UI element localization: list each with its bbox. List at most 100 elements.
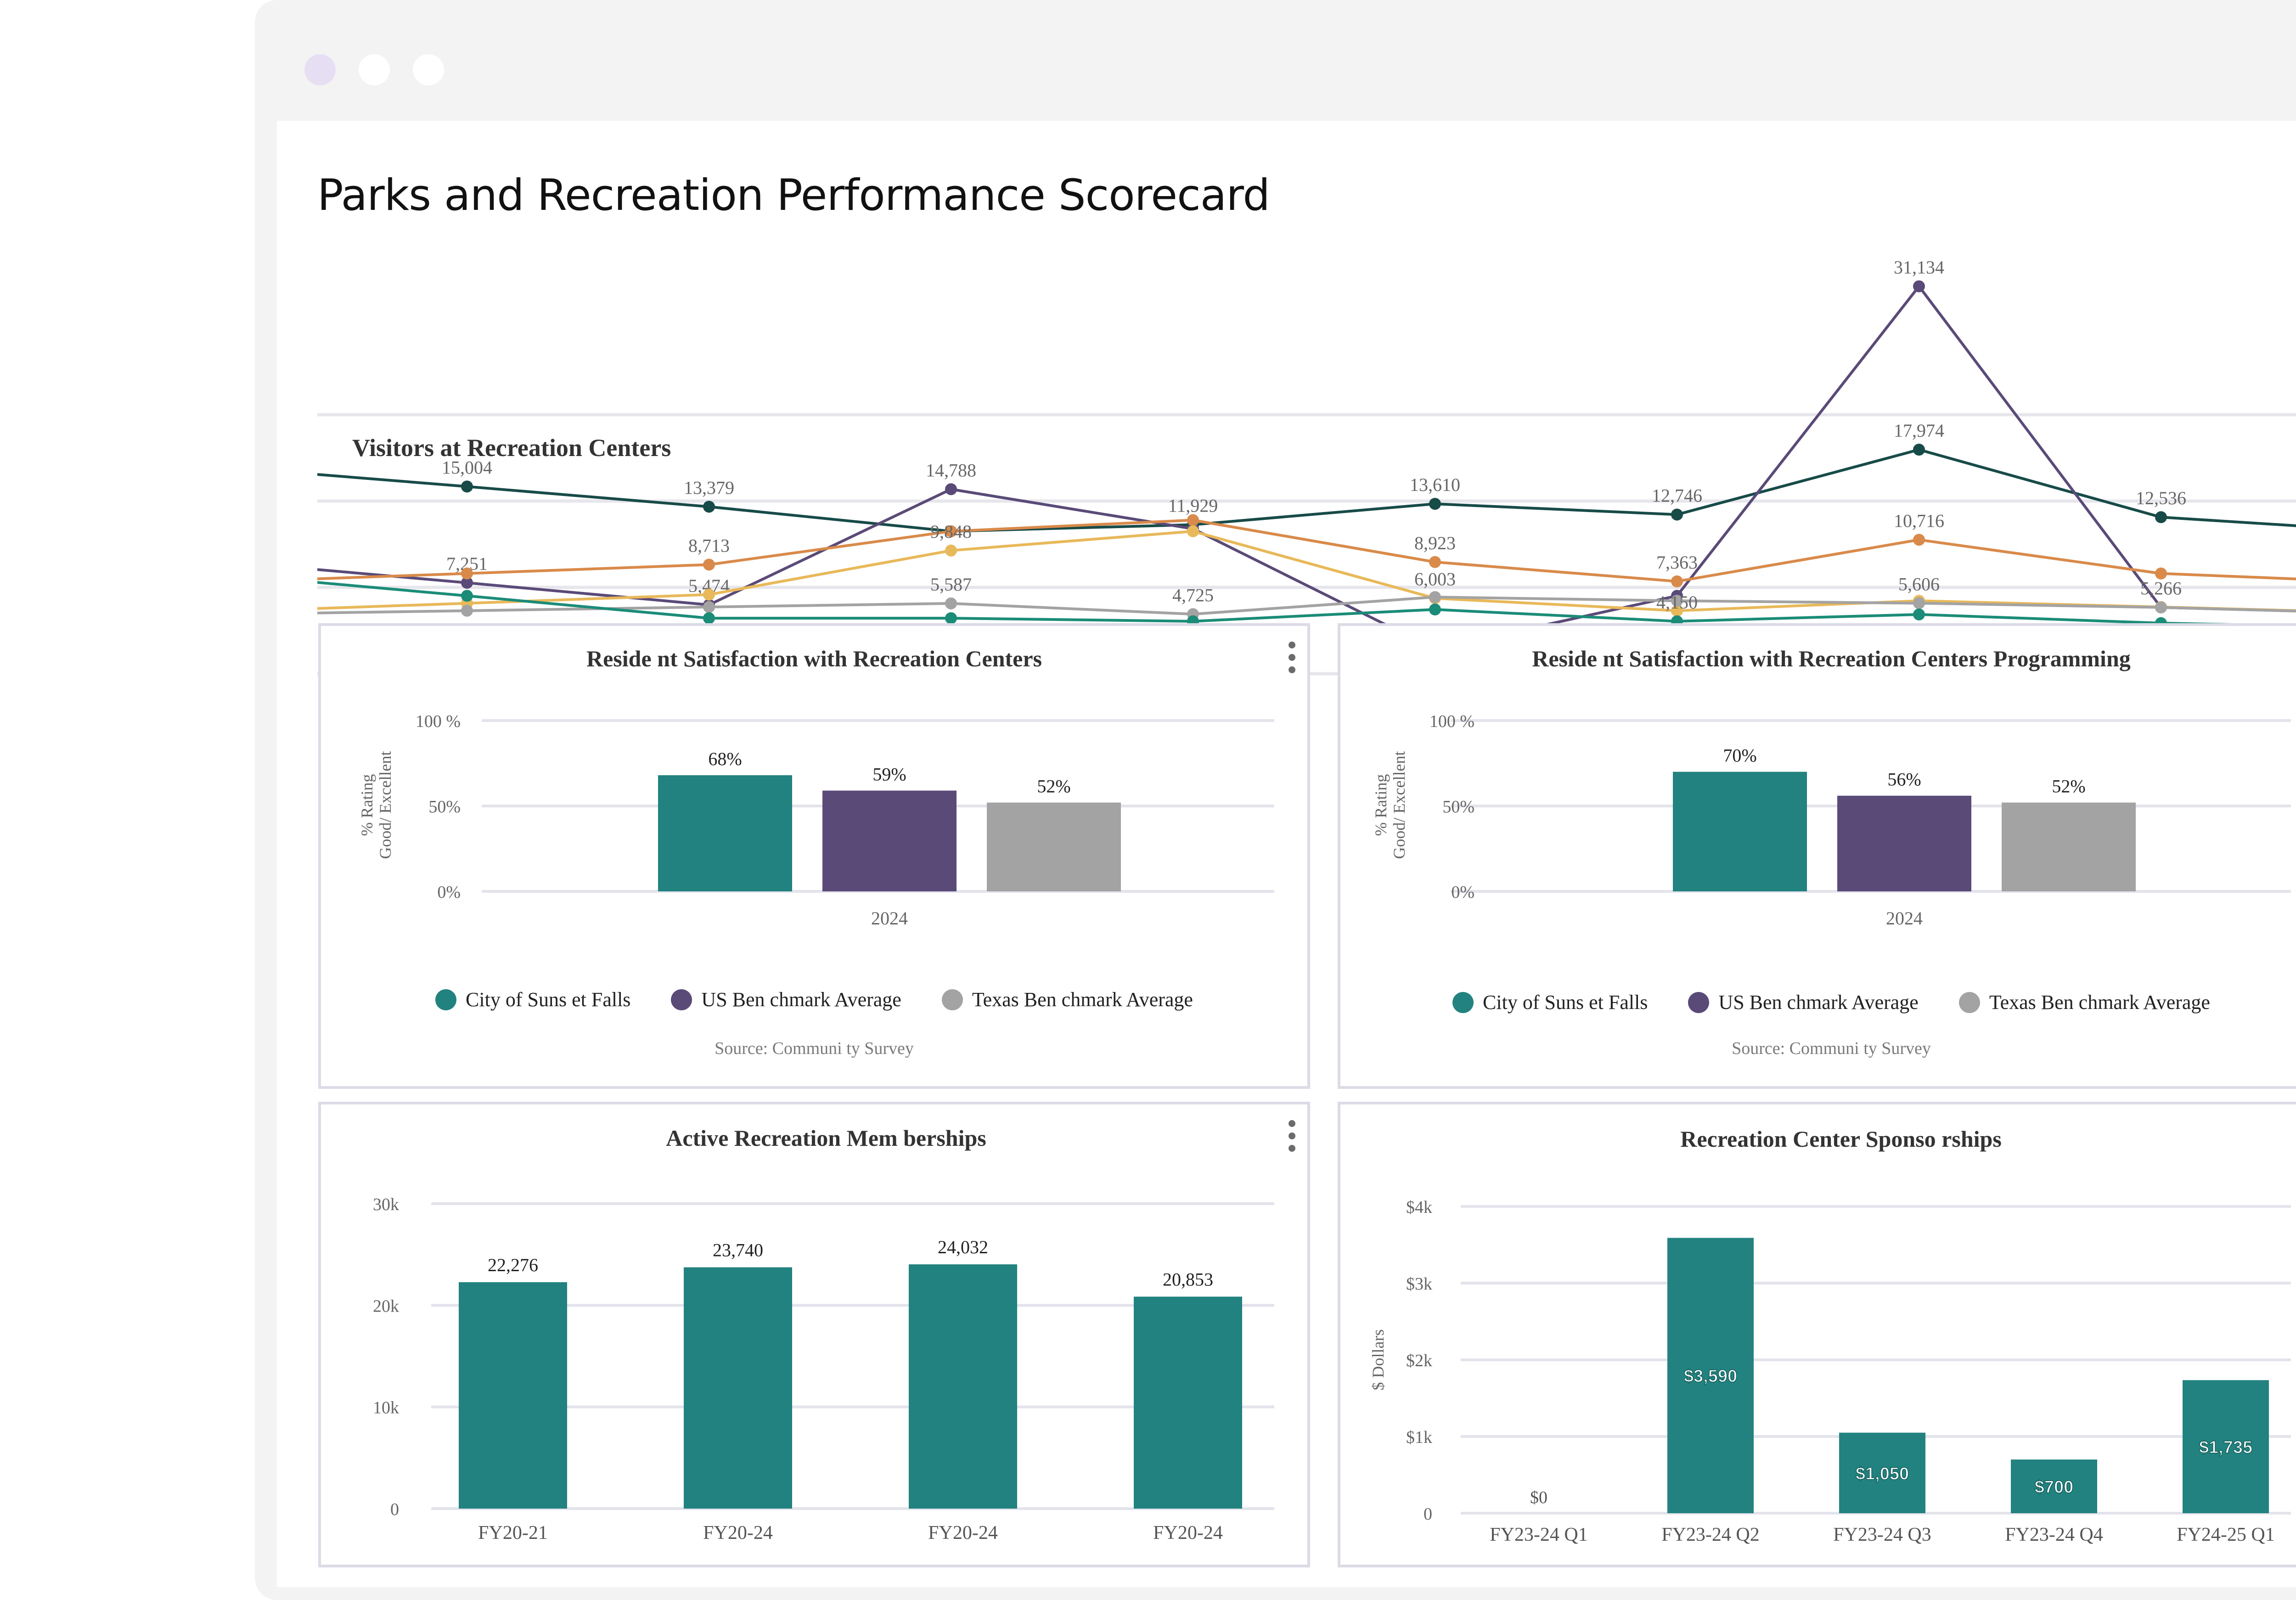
bar-value-label: 68% [708, 749, 742, 769]
data-point [945, 597, 957, 609]
chart-title: Reside nt Satisfaction with Recreation C… [586, 646, 1042, 671]
data-point [2155, 601, 2167, 614]
satisfaction-source: Source: Communi ty Survey [715, 1039, 914, 1058]
programming-legend: City of Suns et Falls US Ben chmark Aver… [1340, 991, 2296, 1014]
data-point [2155, 567, 2167, 580]
legend-item-city[interactable]: City of Suns et Falls [1452, 991, 1648, 1014]
legend-item-us[interactable]: US Ben chmark Average [671, 988, 901, 1011]
bar-value-label: 24,032 [938, 1237, 988, 1257]
satisfaction-panel: Reside nt Satisfaction with Recreation C… [318, 623, 1310, 1089]
y-tick-label: 100 % [416, 712, 461, 731]
bar-value-label: $1,735 [2199, 1438, 2252, 1457]
data-label: 11,929 [1168, 496, 1218, 516]
legend-item-us[interactable]: US Ben chmark Average [1688, 991, 1919, 1014]
y-tick-label: $2k [1406, 1351, 1432, 1370]
y-tick-label: 20k [373, 1296, 399, 1316]
bar [1839, 1432, 1925, 1513]
legend-swatch-purple [671, 989, 692, 1010]
legend-label: City of Suns et Falls [1483, 991, 1648, 1014]
data-label: 31,134 [1894, 257, 1944, 277]
y-axis-label-line: % Rating [358, 774, 376, 836]
data-label: 5,606 [1898, 574, 1940, 594]
x-tick-label: FY24-25 Q1 [2177, 1524, 2275, 1545]
data-point [461, 567, 473, 580]
x-tick-label: FY20-24 [928, 1522, 998, 1544]
y-axis-label: $ Dollars [1369, 1330, 1387, 1391]
data-point [461, 590, 473, 602]
sponsorships-panel: Recreation Center Sponso rships 0 $1k $2k $3… [1338, 1102, 2296, 1567]
bar [987, 802, 1121, 891]
satisfaction-more-icon[interactable] [1286, 642, 1297, 679]
window-maximize-button[interactable] [413, 54, 444, 85]
bar-value-label: $1,050 [1856, 1464, 1909, 1483]
chart-title: Visitors at Recreation Centers [352, 434, 671, 462]
legend-item-texas[interactable]: Texas Ben chmark Average [941, 988, 1193, 1011]
data-label: 17,974 [1894, 420, 1944, 441]
legend-swatch-teal [1452, 992, 1474, 1013]
bar-value-label: $0 [1530, 1488, 1548, 1507]
bar [1673, 772, 1807, 891]
data-point [1671, 595, 1683, 607]
y-axis-label: % RatingGood/ Excellent [1372, 751, 1408, 859]
data-label: 9,848 [930, 521, 972, 542]
sponsorships-chart-svg: Recreation Center Sponso rships 0 $1k $2k $3… [1369, 1126, 2291, 1545]
y-tick-label: 30k [373, 1195, 399, 1214]
data-point [1429, 498, 1441, 510]
data-label: 10,716 [1894, 510, 1944, 531]
data-label: 6,003 [1414, 569, 1456, 590]
bar [2011, 1459, 2097, 1513]
bar [1667, 1238, 1754, 1513]
data-point [1671, 575, 1683, 587]
browser-window: Parks and Recreation Performance Scoreca… [255, 0, 2296, 1600]
memberships-more-icon[interactable] [1286, 1120, 1297, 1158]
legend-swatch-purple [1688, 992, 1710, 1013]
data-point [1671, 604, 1683, 617]
legend-item-city[interactable]: City of Suns et Falls [435, 988, 630, 1011]
bar-value-label: 52% [1037, 776, 1070, 797]
x-tick-label: FY23-24 Q2 [1661, 1524, 1760, 1545]
y-tick-label: 0 [1424, 1504, 1432, 1524]
chart-title: Recreation Center Sponso rships [1680, 1126, 2002, 1152]
bar [1134, 1296, 1242, 1509]
legend-label: Texas Ben chmark Average [1989, 991, 2210, 1014]
legend-item-texas[interactable]: Texas Ben chmark Average [1958, 991, 2210, 1014]
y-tick-label: 50% [1442, 797, 1474, 817]
bar [909, 1264, 1017, 1509]
programming-panel: Reside nt Satisfaction with Recreation C… [1338, 623, 2296, 1089]
data-point [1913, 597, 1925, 609]
data-point [1429, 591, 1441, 603]
bar [459, 1282, 567, 1509]
data-point [1913, 444, 1925, 456]
series-line [317, 530, 2296, 612]
data-point [945, 483, 957, 496]
window-close-button[interactable] [304, 54, 336, 85]
x-tick-label: FY20-24 [1153, 1522, 1223, 1544]
data-point [461, 577, 473, 589]
chart-title: Reside nt Satisfaction with Recreation C… [1532, 646, 2131, 671]
data-point [1913, 280, 1925, 293]
y-tick-label: 0% [1451, 883, 1474, 902]
bar-value-label: 70% [1723, 745, 1756, 766]
data-point [461, 480, 473, 493]
bar-value-label: 59% [872, 764, 906, 785]
bar-value-label: $700 [2035, 1478, 2074, 1497]
data-label: 4,150 [1656, 592, 1698, 613]
legend-swatch-teal [435, 989, 457, 1010]
bar [822, 790, 957, 891]
x-tick-label: FY23-24 Q4 [2005, 1524, 2103, 1545]
data-point [703, 558, 715, 571]
x-tick-label: FY20-24 [703, 1522, 773, 1544]
data-point [945, 612, 957, 625]
y-tick-label: 0 [390, 1500, 399, 1519]
data-label: 14,788 [926, 460, 976, 480]
window-minimize-button[interactable] [359, 54, 390, 85]
satisfaction-legend: City of Suns et Falls US Ben chmark Aver… [321, 988, 1307, 1011]
legend-label: US Ben chmark Average [1718, 991, 1919, 1014]
data-label: 13,379 [684, 477, 734, 498]
data-label: 12,746 [1652, 485, 1702, 506]
data-point [461, 604, 473, 617]
page-title: Parks and Recreation Performance Scoreca… [317, 170, 1270, 220]
series-line [317, 596, 2296, 616]
y-axis-label: % RatingGood/ Excellent [358, 751, 394, 859]
legend-label: City of Suns et Falls [466, 988, 631, 1011]
